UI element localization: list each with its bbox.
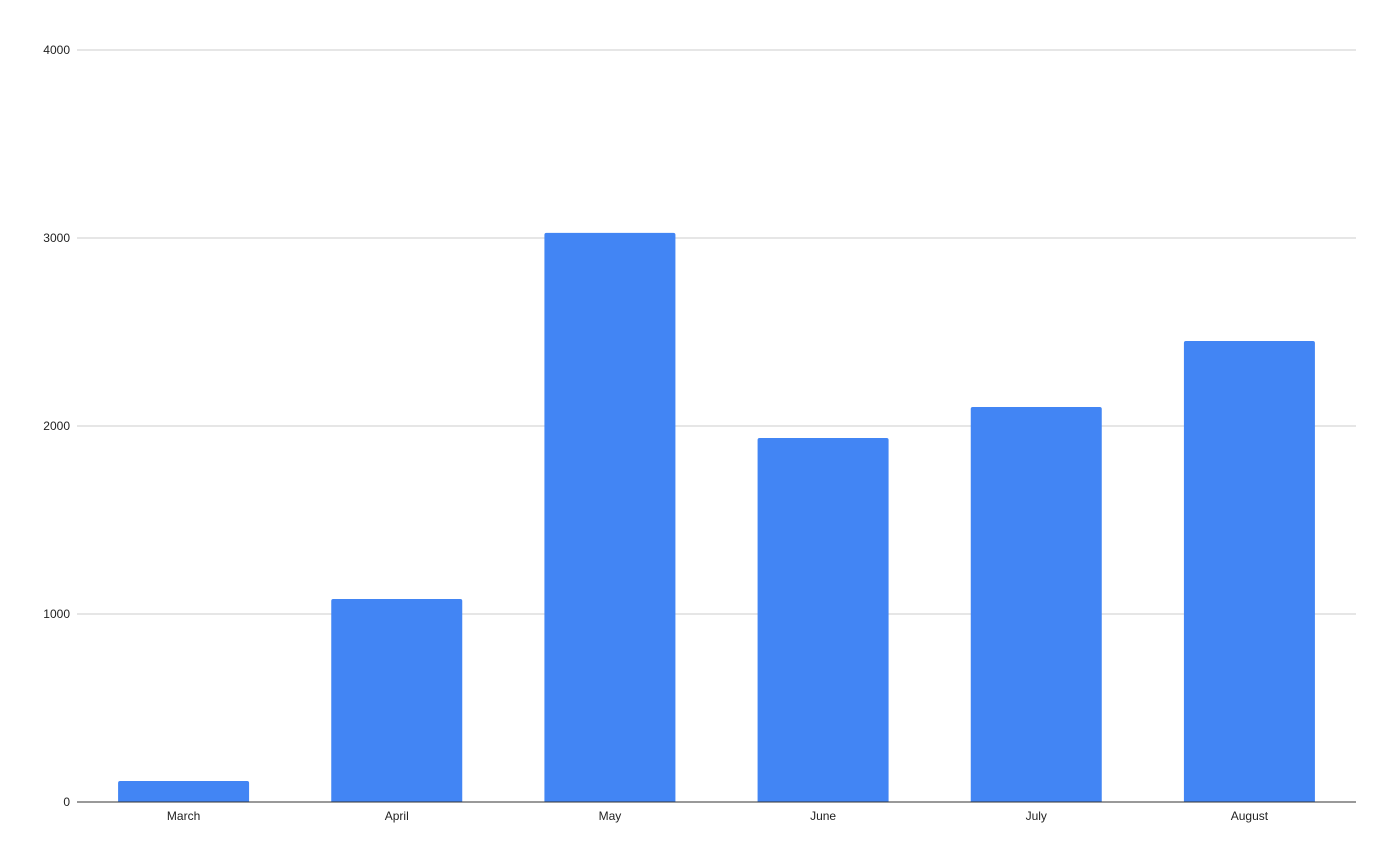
y-tick-label: 2000 [43, 419, 70, 433]
x-tick-label: May [599, 809, 622, 823]
bar-april [331, 598, 463, 802]
x-tick-label: July [1026, 809, 1047, 823]
bar-august [1183, 341, 1315, 802]
gridlines [77, 49, 1356, 615]
y-tick-label: 3000 [43, 231, 70, 245]
y-tick-labels: 0 1000 2000 3000 4000 [43, 43, 70, 809]
y-tick-label: 4000 [43, 43, 70, 57]
bar-may [544, 232, 676, 802]
bar-july [970, 407, 1102, 802]
x-tick-label: April [385, 809, 409, 823]
bar-march [118, 780, 250, 802]
x-tick-label: March [167, 809, 200, 823]
x-tick-label: August [1231, 809, 1269, 823]
x-tick-label: June [810, 809, 836, 823]
x-tick-labels: March April May June July August [167, 809, 1269, 823]
bar-june [757, 438, 889, 802]
y-tick-label: 0 [63, 795, 70, 809]
bars [118, 232, 1315, 802]
y-tick-label: 1000 [43, 607, 70, 621]
